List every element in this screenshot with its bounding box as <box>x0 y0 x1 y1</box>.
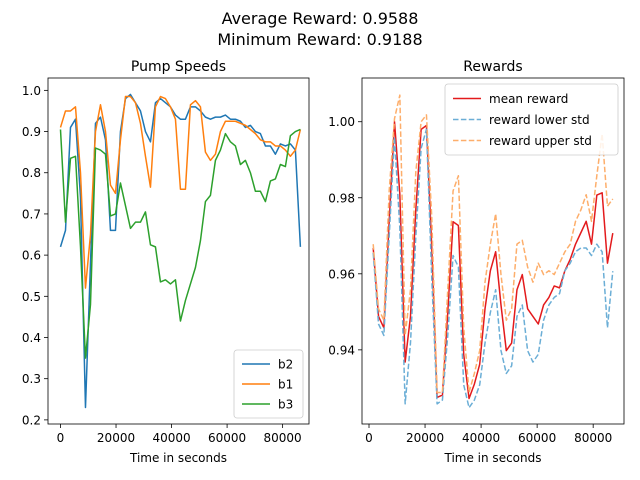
legend-label: b2 <box>278 358 293 372</box>
x-tick-label: 80000 <box>574 431 612 445</box>
series-line-reward-upper-std <box>372 94 614 394</box>
y-tick-label: 0.3 <box>22 372 41 386</box>
y-tick-label: 0.8 <box>22 166 41 180</box>
y-tick-label: 0.96 <box>328 267 355 281</box>
y-tick-label: 0.5 <box>22 290 41 304</box>
series-lines <box>372 94 614 409</box>
y-tick-label: 0.6 <box>22 249 41 263</box>
series-line-b1 <box>59 95 302 289</box>
series-line-reward-lower-std <box>372 128 614 409</box>
x-tick-label: 20000 <box>406 431 444 445</box>
legend-label: b1 <box>278 378 293 392</box>
y-tick-label: 0.4 <box>22 331 41 345</box>
x-tick-label: 0 <box>57 431 65 445</box>
chart-title: Pump Speeds <box>131 59 226 75</box>
series-line-b3 <box>59 128 301 359</box>
pump-speeds-chart: Pump Speeds 0 20000 40000 60000 80000 0.2 0.3 0.… <box>22 59 310 465</box>
axes-frame <box>47 77 310 425</box>
y-tick-label: 1.00 <box>328 115 355 129</box>
y-tick-label: 1.0 <box>22 84 41 98</box>
y-tick-label: 0.94 <box>328 343 355 357</box>
chart-title: Rewards <box>463 59 522 75</box>
legend-label: reward upper std <box>489 134 592 148</box>
x-tick-label: 40000 <box>462 431 500 445</box>
series-line-b2 <box>59 93 302 409</box>
y-tick-label: 0.9 <box>22 125 41 139</box>
x-tick-label: 0 <box>365 431 373 445</box>
x-tick-label: 80000 <box>264 431 302 445</box>
y-tick-label: 0.98 <box>328 191 355 205</box>
x-axis-label: Time in seconds <box>129 451 227 465</box>
series-line-mean-reward <box>372 120 614 400</box>
legend-label: mean reward <box>489 92 568 106</box>
y-tick-label: 0.2 <box>22 413 41 427</box>
series-lines <box>59 93 302 409</box>
suptitle-line-2: Minimum Reward: 0.9188 <box>217 30 422 49</box>
x-tick-label: 40000 <box>152 431 190 445</box>
legend-box <box>444 83 619 156</box>
rewards-chart: Rewards 0 20000 40000 60000 80000 0.94 0.96 0.98… <box>328 59 625 465</box>
suptitle-line-1: Average Reward: 0.9588 <box>222 9 419 28</box>
x-axis-label: Time in seconds <box>444 451 542 465</box>
axes-frame <box>361 77 625 425</box>
x-tick-label: 60000 <box>208 431 246 445</box>
legend-label: b3 <box>278 398 293 412</box>
legend: b2 b1 b3 <box>233 349 304 419</box>
legend: mean reward reward lower std reward upper … <box>444 83 619 156</box>
y-tick-label: 0.7 <box>22 207 41 221</box>
x-tick-label: 20000 <box>97 431 135 445</box>
x-tick-label: 60000 <box>518 431 556 445</box>
legend-label: reward lower std <box>489 113 590 127</box>
